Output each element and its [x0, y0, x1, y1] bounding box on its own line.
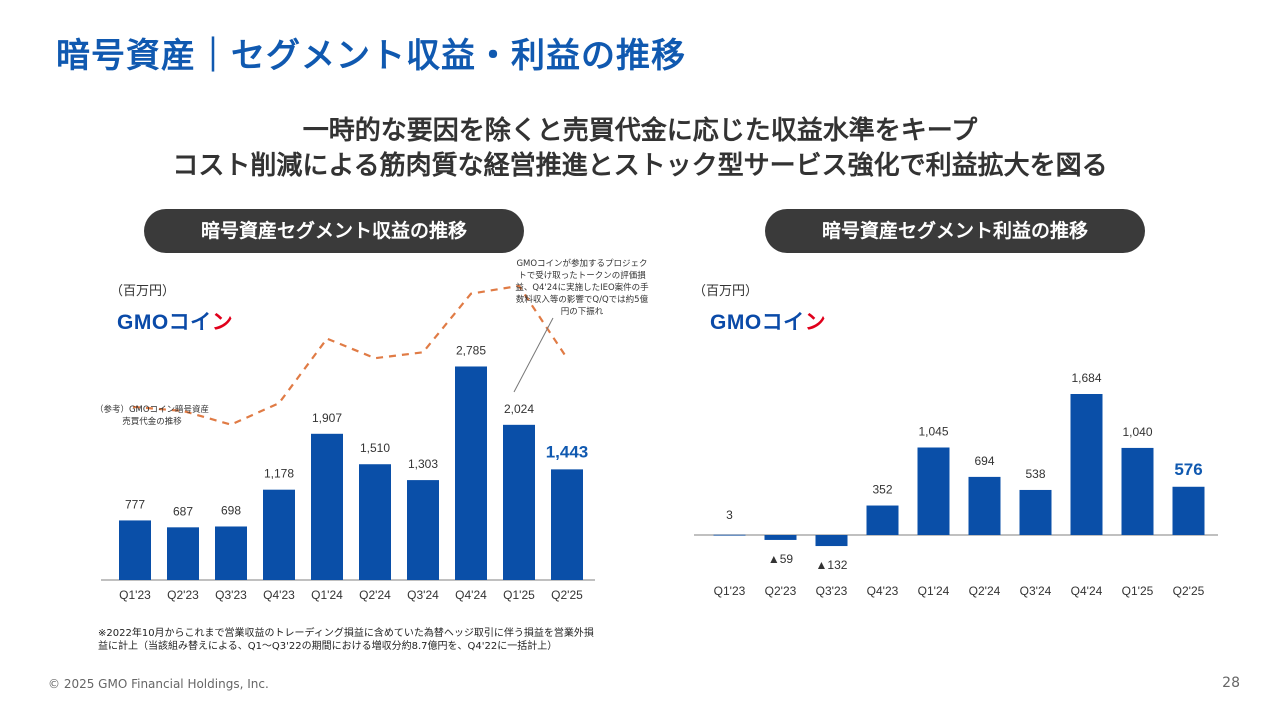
bar	[359, 464, 391, 580]
x-tick-label: Q2'25	[1173, 584, 1205, 598]
bar	[917, 447, 950, 535]
data-label: 1,510	[360, 441, 390, 455]
data-label: 777	[125, 497, 145, 511]
data-label: 1,045	[918, 425, 948, 439]
data-label: ▲132	[816, 558, 848, 572]
data-label: ▲59	[768, 552, 794, 566]
data-label: 1,907	[312, 411, 342, 425]
data-label: 3	[726, 508, 733, 522]
x-tick-label: Q2'24	[969, 584, 1001, 598]
subtitle-line-2: コスト削減による筋肉質な経営推進とストック型サービス強化で利益拡大を図る	[172, 151, 1108, 181]
bar	[215, 526, 247, 580]
bar	[407, 480, 439, 580]
profit-chart-title: 暗号資産セグメント利益の推移	[765, 209, 1145, 253]
data-label: 1,684	[1071, 371, 1101, 385]
x-tick-label: Q2'24	[359, 588, 391, 602]
revenue-unit-label: （百万円）	[110, 284, 176, 299]
bar	[1070, 394, 1103, 535]
reference-series-note: （参考）GMOコイン暗号資産売買代金の推移	[94, 405, 210, 427]
x-tick-label: Q1'23	[119, 588, 151, 602]
x-tick-label: Q2'23	[765, 584, 797, 598]
data-label: 1,303	[408, 457, 438, 471]
x-tick-label: Q4'23	[263, 588, 295, 602]
footnote: ※2022年10月からこれまで営業収益のトレーディング損益に含めていた為替ヘッジ…	[98, 628, 594, 652]
data-label: 1,443	[546, 442, 589, 461]
logo-n-text: ン	[211, 311, 234, 334]
logo-koin-text: コイ	[168, 311, 212, 334]
data-label: 1,040	[1122, 425, 1152, 439]
x-tick-label: Q1'24	[311, 588, 343, 602]
x-tick-label: Q3'23	[816, 584, 848, 598]
data-label: 687	[173, 504, 193, 518]
x-tick-label: Q1'24	[918, 584, 950, 598]
x-tick-label: Q2'23	[167, 588, 199, 602]
data-label: 1,178	[264, 467, 294, 481]
subtitle-line-1: 一時的な要因を除くと売買代金に応じた収益水準をキープ	[302, 116, 978, 146]
bar	[1172, 486, 1205, 535]
logo-n-text: ン	[804, 311, 827, 334]
bar	[968, 476, 1001, 535]
data-label: 576	[1174, 460, 1202, 479]
bar	[311, 433, 343, 580]
callout-note: GMOコインが参加するプロジェクトで受け取ったトークンの評価損益、Q4'24に実…	[515, 259, 649, 317]
x-tick-label: Q3'23	[215, 588, 247, 602]
x-tick-label: Q4'24	[1071, 584, 1103, 598]
bar	[455, 366, 487, 580]
x-tick-label: Q1'25	[503, 588, 535, 602]
bar	[713, 534, 746, 536]
profit-unit-label: （百万円）	[693, 284, 759, 299]
bar	[551, 469, 583, 580]
data-label: 2,024	[504, 402, 534, 416]
data-label: 698	[221, 503, 241, 517]
bar	[119, 520, 151, 580]
x-tick-label: Q4'24	[455, 588, 487, 602]
logo-koin-text: コイ	[761, 311, 805, 334]
data-label: 2,785	[456, 343, 486, 357]
revenue-chart-title: 暗号資産セグメント収益の推移	[144, 209, 524, 253]
bar	[167, 527, 199, 580]
callout-leader-line	[513, 317, 554, 393]
x-tick-label: Q2'25	[551, 588, 583, 602]
logo-gmo-text: GMO	[710, 311, 762, 334]
logo-gmo-text: GMO	[117, 311, 169, 334]
bar	[1121, 447, 1154, 535]
x-tick-label: Q3'24	[1020, 584, 1052, 598]
bar	[815, 535, 848, 547]
x-tick-label: Q1'23	[714, 584, 746, 598]
bar	[866, 505, 899, 535]
data-label: 352	[872, 483, 892, 497]
x-tick-label: Q4'23	[867, 584, 899, 598]
page-title: 暗号資産｜セグメント収益・利益の推移	[56, 36, 686, 76]
bar	[1019, 489, 1052, 535]
x-tick-label: Q1'25	[1122, 584, 1154, 598]
bar	[764, 535, 797, 540]
data-label: 538	[1025, 467, 1045, 481]
gmo-coin-logo: GMOコイン	[710, 306, 826, 336]
data-label: 694	[974, 454, 994, 468]
copyright: © 2025 GMO Financial Holdings, Inc.	[48, 677, 269, 691]
gmo-coin-logo: GMOコイン	[117, 306, 233, 336]
bar	[263, 489, 295, 580]
bar	[503, 424, 535, 580]
x-tick-label: Q3'24	[407, 588, 439, 602]
page-number: 28	[1222, 675, 1240, 691]
